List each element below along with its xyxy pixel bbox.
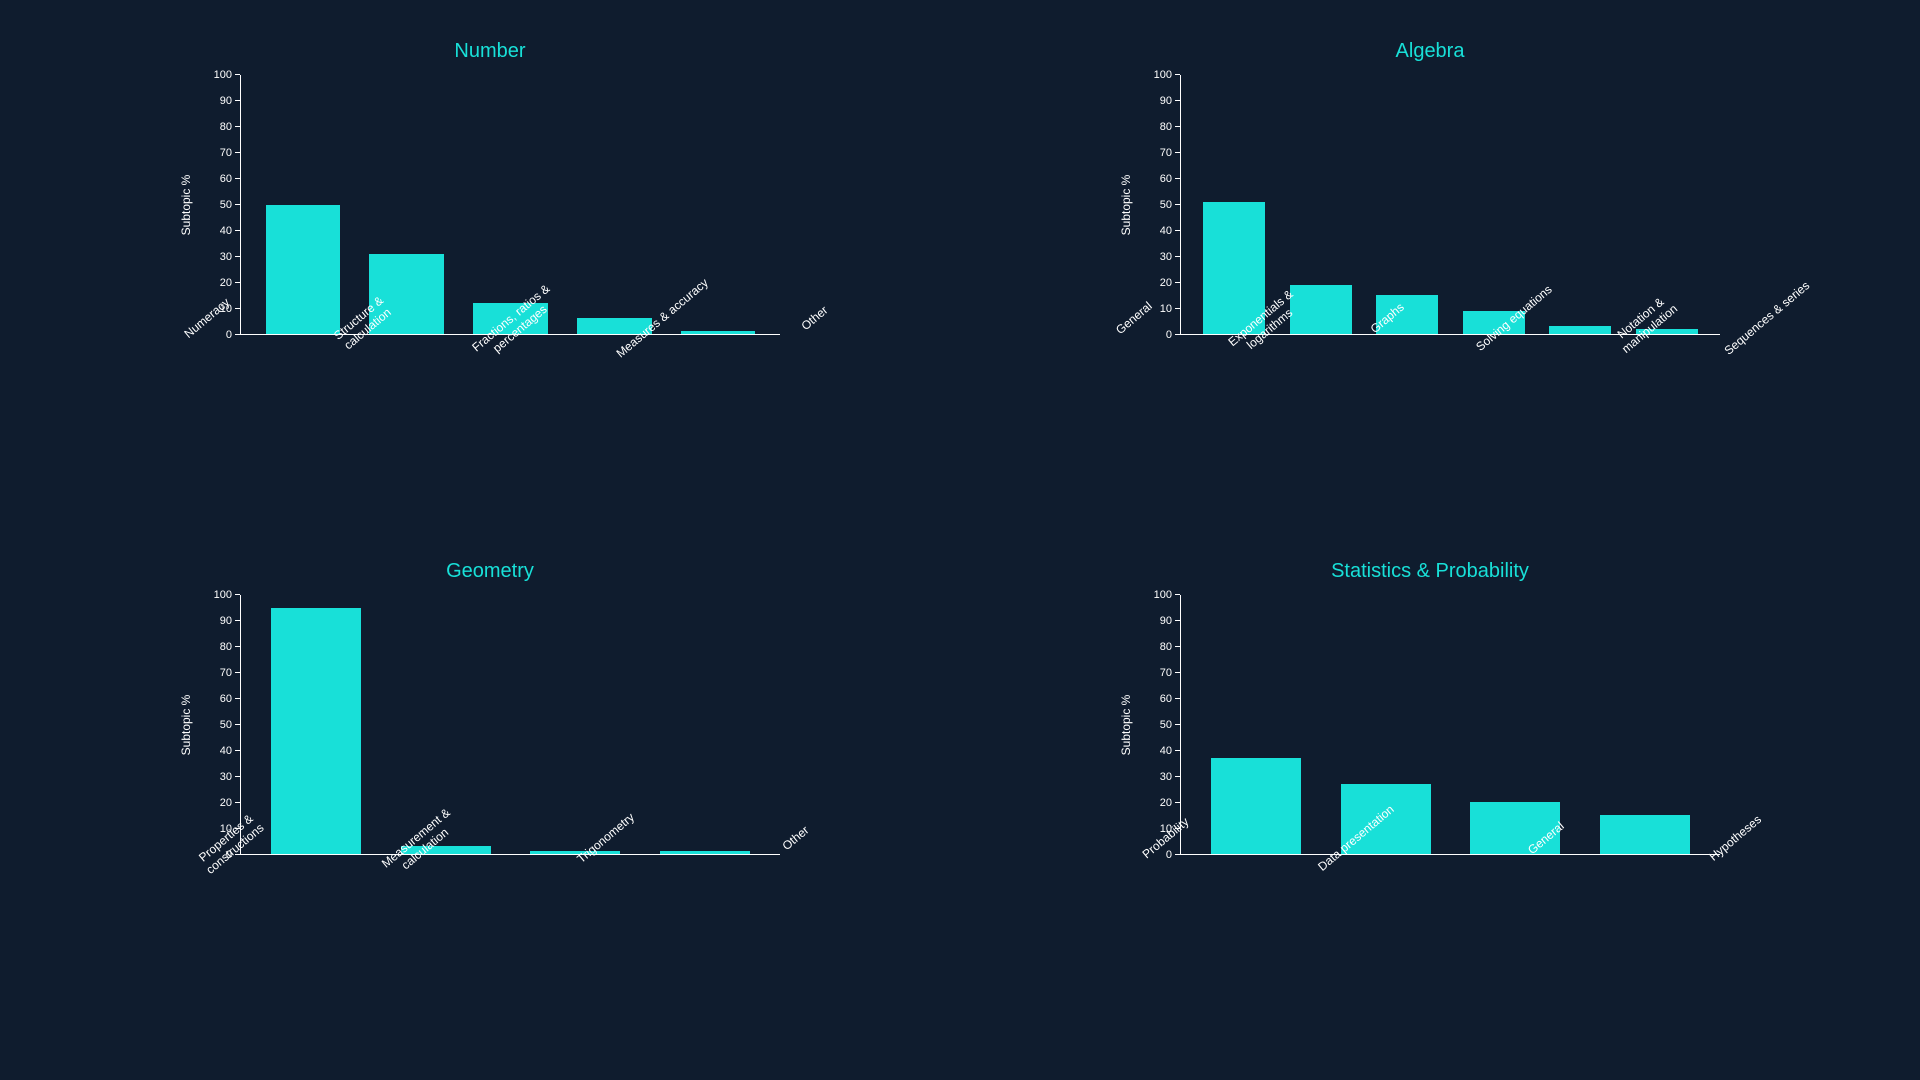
y-tick-label: 30 xyxy=(192,251,232,263)
panel-title: Geometry xyxy=(446,560,534,583)
bar-slot xyxy=(1451,75,1538,334)
bar-slot xyxy=(1191,75,1278,334)
chart: Subtopic % 0102030405060708090100 xyxy=(180,595,800,855)
bar-slot xyxy=(1451,595,1581,854)
y-ticks: 0102030405060708090100 xyxy=(180,75,240,335)
y-tick-label: 40 xyxy=(192,225,232,237)
chart: Subtopic % 0102030405060708090100 xyxy=(1120,75,1740,335)
y-tick-label: 80 xyxy=(192,641,232,653)
bar xyxy=(681,331,756,334)
y-tick-label: 20 xyxy=(1132,797,1172,809)
bar-slot xyxy=(251,75,355,334)
plot-area xyxy=(1180,595,1720,855)
y-tick-label: 30 xyxy=(192,771,232,783)
bar-slot xyxy=(562,75,666,334)
bar xyxy=(266,205,341,335)
panel-geometry: Geometry Subtopic % 01020304050607080901… xyxy=(60,560,920,1040)
chart: Subtopic % 0102030405060708090100 xyxy=(180,75,800,335)
plot-area xyxy=(240,595,780,855)
y-tick-label: 70 xyxy=(192,667,232,679)
panel-title: Number xyxy=(454,40,525,63)
bars-container xyxy=(241,595,780,854)
y-tick-label: 20 xyxy=(1132,277,1172,289)
panel-title: Algebra xyxy=(1396,40,1465,63)
y-tick-label: 70 xyxy=(1132,147,1172,159)
plot-area xyxy=(1180,75,1720,335)
y-tick-label: 20 xyxy=(192,277,232,289)
panel-stats: Statistics & Probability Subtopic % 0102… xyxy=(1000,560,1860,1040)
bar xyxy=(1549,326,1611,334)
y-tick-label: 90 xyxy=(192,95,232,107)
bar xyxy=(660,851,750,854)
y-tick-label: 30 xyxy=(1132,251,1172,263)
bar xyxy=(1211,758,1301,854)
bar xyxy=(271,608,361,854)
bar xyxy=(1600,815,1690,854)
panel-number: Number Subtopic % 0102030405060708090100… xyxy=(60,40,920,520)
y-tick-label: 0 xyxy=(1132,329,1172,341)
bar-slot xyxy=(251,595,381,854)
y-tick-label: 100 xyxy=(192,589,232,601)
bars-container xyxy=(1181,595,1720,854)
y-tick-label: 40 xyxy=(1132,225,1172,237)
y-tick-label: 30 xyxy=(1132,771,1172,783)
bars-container xyxy=(1181,75,1720,334)
bar-slot xyxy=(1364,75,1451,334)
y-tick-label: 20 xyxy=(192,797,232,809)
y-tick-label: 60 xyxy=(192,693,232,705)
y-tick-label: 50 xyxy=(192,199,232,211)
y-tick-label: 40 xyxy=(1132,745,1172,757)
panel-algebra: Algebra Subtopic % 010203040506070809010… xyxy=(1000,40,1860,520)
bar-slot xyxy=(1580,595,1710,854)
y-tick-label: 60 xyxy=(192,173,232,185)
y-tick-label: 70 xyxy=(192,147,232,159)
y-tick-label: 90 xyxy=(1132,95,1172,107)
y-tick-label: 40 xyxy=(192,745,232,757)
y-tick-label: 90 xyxy=(192,615,232,627)
y-tick-label: 100 xyxy=(1132,589,1172,601)
y-ticks: 0102030405060708090100 xyxy=(1120,595,1180,855)
y-ticks: 0102030405060708090100 xyxy=(1120,75,1180,335)
y-tick-label: 60 xyxy=(1132,173,1172,185)
bar-slot xyxy=(640,595,770,854)
y-tick-label: 100 xyxy=(1132,69,1172,81)
bar-slot xyxy=(355,75,459,334)
y-tick-label: 90 xyxy=(1132,615,1172,627)
y-tick-label: 60 xyxy=(1132,693,1172,705)
chart-grid: Number Subtopic % 0102030405060708090100… xyxy=(0,0,1920,1080)
x-label: Other xyxy=(799,304,831,334)
y-tick-label: 70 xyxy=(1132,667,1172,679)
bar-slot xyxy=(1191,595,1321,854)
y-tick-label: 50 xyxy=(1132,199,1172,211)
bar-slot xyxy=(1624,75,1711,334)
chart: Subtopic % 0102030405060708090100 xyxy=(1120,595,1740,855)
y-tick-label: 50 xyxy=(1132,719,1172,731)
y-tick-label: 80 xyxy=(1132,641,1172,653)
y-tick-label: 50 xyxy=(192,719,232,731)
y-ticks: 0102030405060708090100 xyxy=(180,595,240,855)
y-tick-label: 80 xyxy=(192,121,232,133)
panel-title: Statistics & Probability xyxy=(1331,560,1529,583)
y-tick-label: 100 xyxy=(192,69,232,81)
y-tick-label: 80 xyxy=(1132,121,1172,133)
